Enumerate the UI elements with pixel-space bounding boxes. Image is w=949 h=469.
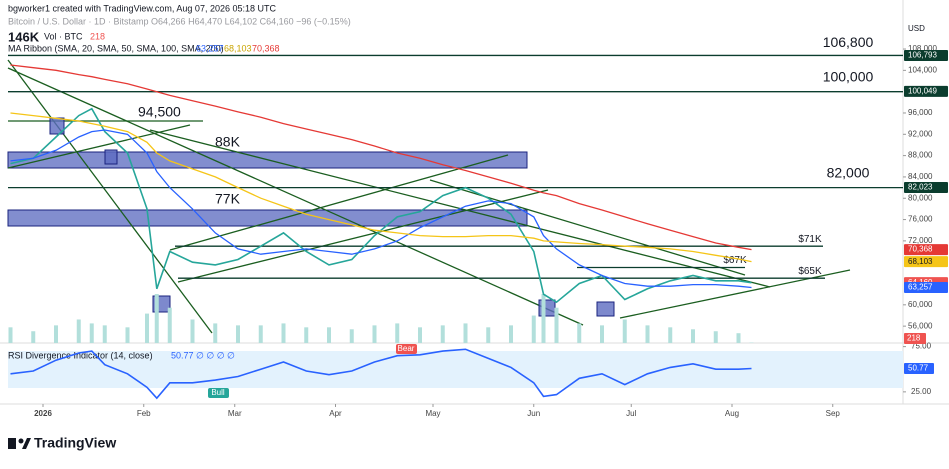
box [597, 302, 614, 316]
corner-label: 146K [8, 29, 40, 44]
y-tick-label: 76,000 [908, 215, 933, 224]
y-tick-label: 88,000 [908, 151, 933, 160]
x-tick-label: Apr [329, 409, 342, 418]
symbol-line: Bitcoin / U.S. Dollar · 1D · Bitstamp O6… [8, 16, 351, 26]
y-tick-label: 104,000 [908, 65, 937, 74]
volume-bar [213, 323, 217, 343]
volume-bar [373, 325, 377, 343]
x-tick-label: Feb [137, 409, 151, 418]
volume-bar [532, 316, 536, 343]
price-label: 63,257 [908, 283, 933, 292]
price-label: 82,023 [908, 183, 933, 192]
volume-bar [350, 329, 354, 343]
volume-bar [126, 327, 130, 343]
volume-bar [418, 327, 422, 343]
volume-bar [236, 325, 240, 343]
ma-line: MA Ribbon (SMA, 20, SMA, 50, SMA, 100, S… [8, 43, 224, 53]
currency: USD [908, 24, 925, 33]
y-tick-label: 72,000 [908, 236, 933, 245]
x-tick-label: May [425, 409, 440, 418]
rsi-last-label: 50.77 [908, 364, 929, 373]
volume-bar [646, 325, 650, 343]
volume-bar [395, 323, 399, 343]
volume-bar [9, 327, 13, 343]
volume-axis-label: 218 [907, 334, 921, 343]
level-label: 82,000 [827, 164, 870, 180]
price-label: 70,368 [908, 245, 933, 254]
volume-bar [259, 325, 263, 343]
level-label: 106,800 [823, 34, 874, 50]
x-tick-label: Jun [527, 409, 540, 418]
annotation: 88K [215, 134, 241, 150]
footer-brand: TradingView [34, 435, 116, 451]
zone [8, 210, 527, 226]
volume-bar [623, 319, 627, 343]
price-label: 100,049 [908, 87, 937, 96]
volume-bar [714, 331, 718, 343]
y-tick-label: 56,000 [908, 321, 933, 330]
level-label: 100,000 [823, 68, 874, 84]
volume-bar [54, 325, 58, 343]
volume-bar [737, 333, 741, 343]
ma-value: 70,368 [252, 43, 280, 53]
volume-bar [509, 325, 513, 343]
y-tick-label: 60,000 [908, 300, 933, 309]
x-tick-label: Jul [626, 409, 636, 418]
annotation: 94,500 [138, 104, 181, 120]
volume-bar [441, 325, 445, 343]
volume-bar [555, 308, 559, 343]
logo-mark [8, 438, 16, 449]
level-label: $71K [798, 234, 822, 245]
rsi-title-value: 50.77 ∅ ∅ ∅ ∅ [171, 350, 235, 360]
price-label: 106,793 [908, 51, 937, 60]
x-tick-label: Sep [826, 409, 841, 418]
volume-bar [145, 314, 149, 343]
x-tick-label: 2026 [34, 409, 52, 418]
level-label: $65K [798, 266, 822, 277]
volume-bar [304, 327, 308, 343]
volume-bar [90, 323, 94, 343]
price-label: 68,103 [908, 257, 933, 266]
volume-bar [155, 294, 159, 343]
volume-bar [668, 327, 672, 343]
box [539, 300, 555, 316]
volume-bar [486, 327, 490, 343]
volume-value: 218 [90, 31, 105, 41]
x-tick-label: Mar [228, 409, 242, 418]
bear-label: Bear [398, 344, 415, 353]
ma-value: 63,257 [196, 43, 224, 53]
y-tick-label: 25.00 [911, 387, 932, 396]
y-tick-label: 96,000 [908, 108, 933, 117]
box [105, 150, 117, 164]
volume-bar [691, 329, 695, 343]
volume-bar [168, 308, 172, 343]
volume-bar [327, 327, 331, 343]
logo-mark [19, 439, 24, 444]
volume-bar [577, 323, 581, 343]
volume-bar [464, 323, 468, 343]
y-tick-label: 80,000 [908, 193, 933, 202]
y-tick-label: 84,000 [908, 172, 933, 181]
y-tick-label: 92,000 [908, 129, 933, 138]
x-tick-label: Aug [725, 409, 739, 418]
volume-bar [103, 325, 107, 343]
volume-bar [542, 294, 546, 343]
volume-bar [600, 325, 604, 343]
volume-bar [31, 331, 35, 343]
volume-bar [191, 319, 195, 343]
rsi-title: RSI Divergence Indicator (14, close) [8, 350, 153, 360]
ma-value: 68,103 [224, 43, 252, 53]
volume-bar [282, 323, 286, 343]
volume-bar [77, 319, 81, 343]
bull-label: Bull [211, 388, 225, 397]
volume-line: Vol · BTC [44, 31, 83, 41]
author-line: bgworker1 created with TradingView.com, … [8, 3, 276, 13]
annotation: 77K [215, 191, 241, 207]
